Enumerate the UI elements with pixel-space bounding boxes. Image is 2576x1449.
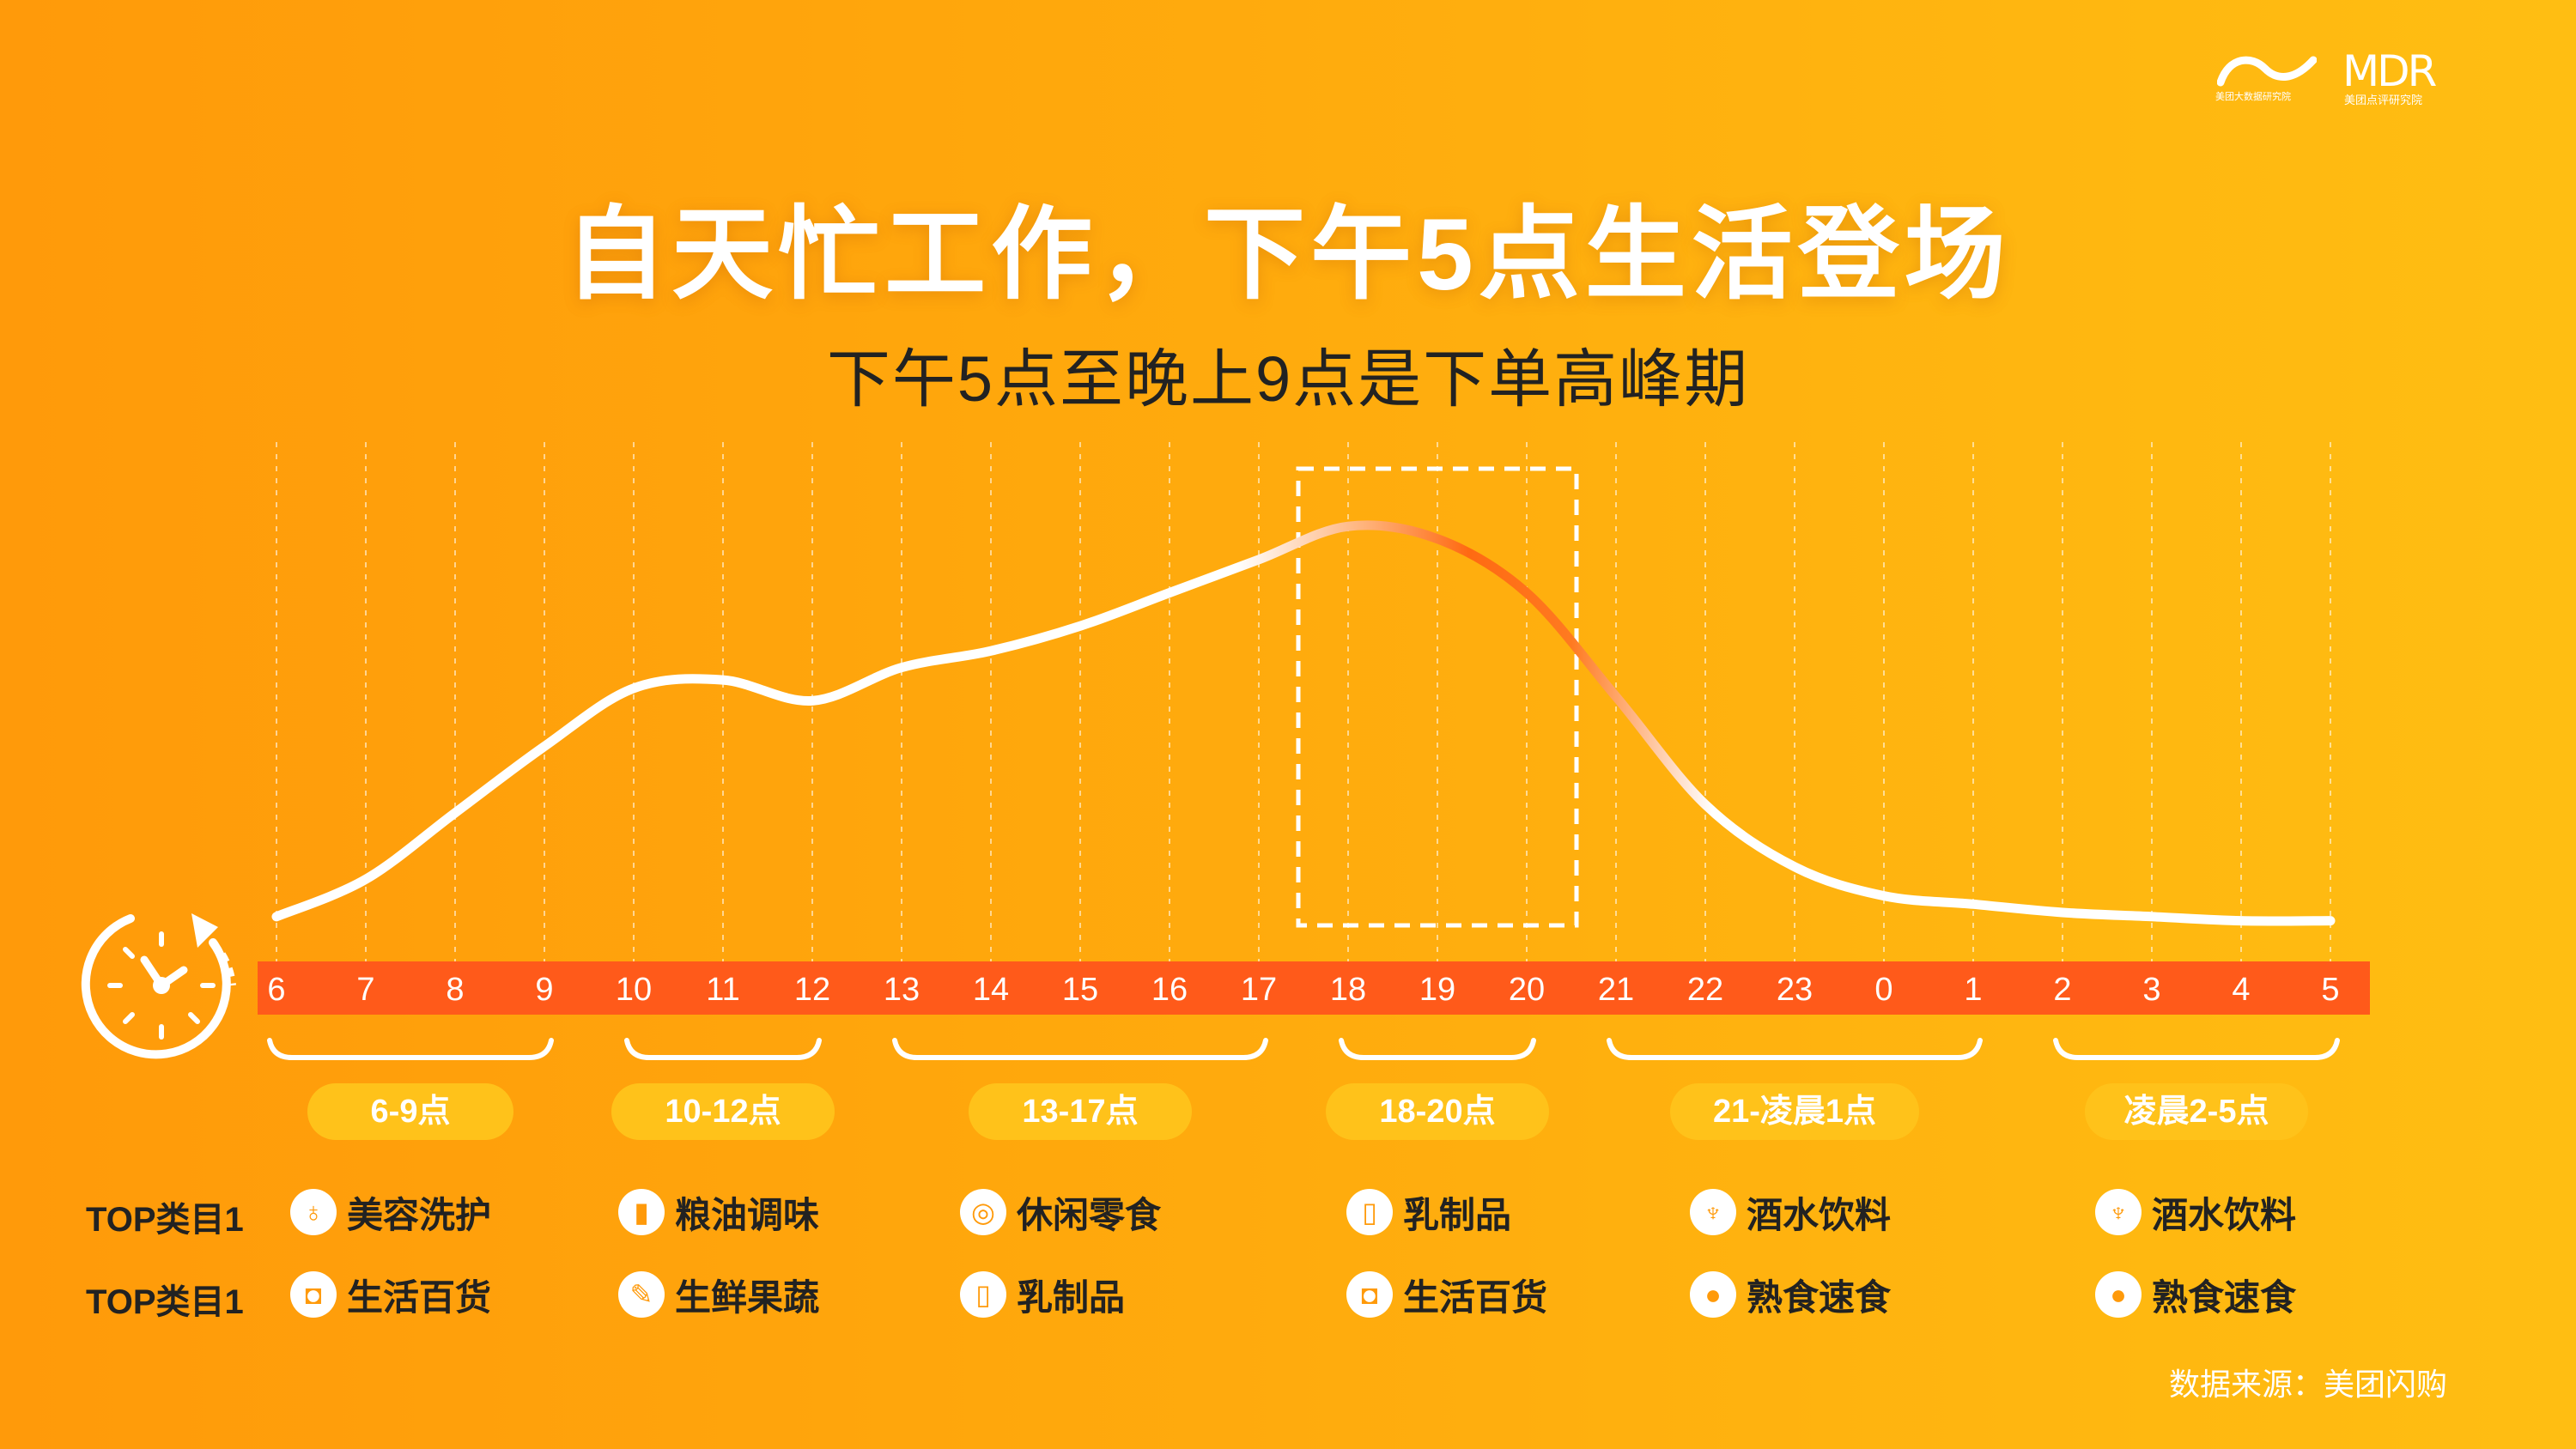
wine-glass-icon: ♆ xyxy=(1690,1189,1736,1235)
category-item: ● 熟食速食 xyxy=(2095,1270,2296,1319)
category-item: ♆ 酒水饮料 xyxy=(2095,1188,2296,1236)
mdr-wordmark: MDR xyxy=(2342,46,2437,96)
clock-icon xyxy=(81,913,236,1059)
tick-label-14: 14 xyxy=(973,972,1009,1008)
tick-label-22: 22 xyxy=(1687,972,1723,1008)
hour-tick-labels: 6 7 8 9 10 11 12 13 14 15 16 17 18 19 20 21 22 23 0 1 2 3 4 5 xyxy=(267,972,2339,1008)
category-item: ✎ 生鲜果蔬 xyxy=(618,1270,819,1319)
roast-chicken-icon: ● xyxy=(2095,1271,2142,1318)
data-source: 数据来源：美团闪购 xyxy=(2168,1367,2447,1402)
category-label: 熟食速食 xyxy=(2152,1276,2297,1318)
period-pill: 凌晨2-5点 xyxy=(2085,1083,2308,1140)
category-item: ▯ 乳制品 xyxy=(1346,1188,1511,1236)
tick-label-17: 17 xyxy=(1241,972,1277,1008)
period-pill: 18-20点 xyxy=(1326,1083,1549,1140)
tick-label-6: 6 xyxy=(267,972,285,1008)
cosmetics-bottle-icon: ♁ xyxy=(290,1189,337,1235)
tick-label-4: 4 xyxy=(2232,972,2250,1008)
tick-label-15: 15 xyxy=(1062,972,1098,1008)
category-label: 粮油调味 xyxy=(675,1194,820,1235)
category-label: 乳制品 xyxy=(1017,1276,1126,1318)
milk-bottle-icon: ▯ xyxy=(1346,1189,1393,1235)
tick-label-21: 21 xyxy=(1598,972,1634,1008)
tick-label-1: 1 xyxy=(1964,972,1982,1008)
category-label: 生活百货 xyxy=(347,1276,492,1318)
meituan-research-logo: 美团大数据研究院 xyxy=(2215,52,2318,112)
tick-label-8: 8 xyxy=(446,972,464,1008)
tick-label-9: 9 xyxy=(535,972,553,1008)
milk-bottle-icon: ▯ xyxy=(960,1271,1006,1318)
tick-label-0: 0 xyxy=(1874,972,1893,1008)
category-item: ♁ 美容洗护 xyxy=(290,1188,491,1236)
logo-caption-left: 美团大数据研究院 xyxy=(2215,92,2291,102)
period-bracket xyxy=(1607,1038,1983,1060)
category-label: 生鲜果蔬 xyxy=(675,1276,820,1318)
wine-glass-icon: ♆ xyxy=(2095,1189,2142,1235)
tick-label-5: 5 xyxy=(2321,972,2339,1008)
tick-label-23: 23 xyxy=(1777,972,1813,1008)
category-item: ◎ 休闲零食 xyxy=(960,1188,1161,1236)
page-title: 自天忙工作，下午5点生活登场 xyxy=(565,198,2011,312)
category-item: ◘ 生活百货 xyxy=(1346,1270,1547,1319)
tick-label-2: 2 xyxy=(2053,972,2071,1008)
category-item: ▯ 乳制品 xyxy=(960,1270,1125,1319)
page-subtitle: 下午5点至晚上9点是下单高峰期 xyxy=(826,343,1750,415)
mdr-logo: MDR 美团点评研究院 xyxy=(2342,46,2447,112)
category-item: ▮ 粮油调味 xyxy=(618,1188,819,1236)
category-label: 熟食速食 xyxy=(1747,1276,1892,1318)
brand-logos: 美团大数据研究院 MDR 美团点评研究院 xyxy=(2215,46,2447,116)
order-volume-line xyxy=(271,520,2336,926)
period-bracket xyxy=(267,1038,554,1060)
period-pill: 21-凌晨1点 xyxy=(1670,1083,1919,1140)
row-label-2: TOP类目1 xyxy=(86,1283,244,1321)
lollipop-icon: ◎ xyxy=(960,1189,1006,1235)
tick-label-12: 12 xyxy=(794,972,830,1008)
period-pill: 10-12点 xyxy=(611,1083,835,1140)
tick-label-3: 3 xyxy=(2142,972,2160,1008)
tick-label-13: 13 xyxy=(884,972,920,1008)
category-item: ◘ 生活百货 xyxy=(290,1270,491,1319)
tick-label-7: 7 xyxy=(356,972,374,1008)
shopping-bag-icon: ◘ xyxy=(290,1271,337,1318)
tick-label-20: 20 xyxy=(1509,972,1545,1008)
category-item: ♆ 酒水饮料 xyxy=(1690,1188,1891,1236)
category-label: 生活百货 xyxy=(1403,1276,1548,1318)
period-bracket xyxy=(1339,1038,1536,1060)
peak-highlight-box xyxy=(1296,466,1579,928)
category-label: 美容洗护 xyxy=(347,1194,492,1235)
category-item: ● 熟食速食 xyxy=(1690,1270,1891,1319)
tick-label-16: 16 xyxy=(1151,972,1188,1008)
carrot-icon: ✎ xyxy=(618,1271,665,1318)
chart-gridlines xyxy=(276,442,2331,961)
tick-label-11: 11 xyxy=(706,972,739,1008)
period-pill: 13-17点 xyxy=(969,1083,1192,1140)
category-label: 休闲零食 xyxy=(1017,1194,1162,1235)
wave-logo-icon xyxy=(2217,56,2317,87)
period-bracket xyxy=(892,1038,1268,1060)
category-label: 乳制品 xyxy=(1403,1194,1512,1235)
logo-caption-right: 美团点评研究院 xyxy=(2344,94,2423,106)
row-label-1: TOP类目1 xyxy=(86,1201,244,1239)
hour-axis-bar xyxy=(258,961,2370,1015)
tick-label-19: 19 xyxy=(1419,972,1455,1008)
shopping-bag-icon: ◘ xyxy=(1346,1271,1393,1318)
period-brackets xyxy=(267,1038,2340,1060)
tick-label-18: 18 xyxy=(1330,972,1366,1008)
category-label: 酒水饮料 xyxy=(2152,1194,2297,1235)
period-pill: 6-9点 xyxy=(307,1083,513,1140)
oil-bottles-icon: ▮ xyxy=(618,1189,665,1235)
roast-chicken-icon: ● xyxy=(1690,1271,1736,1318)
tick-label-10: 10 xyxy=(616,972,652,1008)
category-label: 酒水饮料 xyxy=(1747,1194,1892,1235)
period-bracket xyxy=(624,1038,822,1060)
period-bracket xyxy=(2053,1038,2340,1060)
